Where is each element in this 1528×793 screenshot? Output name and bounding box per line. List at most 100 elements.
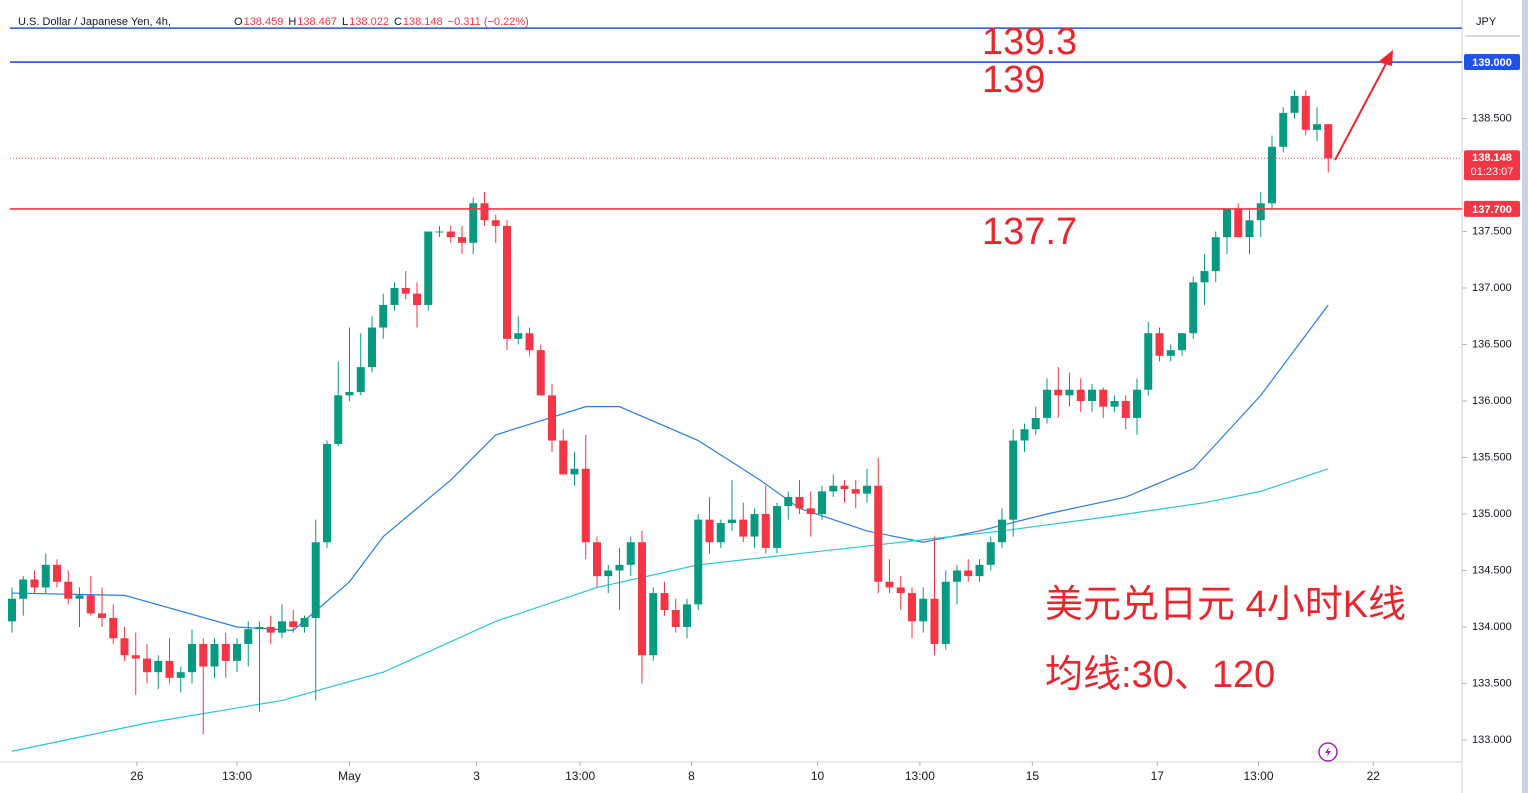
price-tag bbox=[1464, 54, 1520, 71]
y-tick-label: 134.500 bbox=[1472, 564, 1512, 576]
candle-body bbox=[1088, 389, 1096, 401]
candle-body bbox=[536, 350, 545, 396]
candle-body bbox=[1009, 440, 1018, 520]
x-tick-label: May bbox=[338, 769, 361, 783]
candle-body bbox=[356, 367, 365, 392]
candle-body bbox=[705, 519, 714, 543]
y-tick-label: 138.500 bbox=[1472, 112, 1512, 124]
candle-body bbox=[1121, 400, 1130, 418]
candle-body bbox=[1020, 429, 1029, 441]
x-tick-label: 10 bbox=[811, 769, 825, 783]
candle-body bbox=[469, 203, 478, 243]
ohlc-value: 138.148 bbox=[403, 16, 443, 28]
candle-body bbox=[1279, 112, 1288, 147]
candle-body bbox=[750, 513, 759, 537]
candle-body bbox=[570, 468, 579, 475]
annotation: 137.7 bbox=[982, 211, 1077, 253]
price-tag bbox=[1464, 150, 1520, 181]
candle-body bbox=[210, 643, 219, 667]
candle-body bbox=[851, 489, 860, 494]
ohlc-value: 138.459 bbox=[244, 16, 284, 28]
y-tick-label: 133.000 bbox=[1472, 734, 1512, 746]
candle-body bbox=[1211, 237, 1220, 272]
candle-body bbox=[784, 497, 793, 507]
candle-body bbox=[1054, 389, 1063, 396]
candle-body bbox=[334, 395, 343, 444]
candle-body bbox=[649, 593, 658, 656]
candle-body bbox=[255, 626, 264, 630]
countdown: 01:23:07 bbox=[1471, 166, 1514, 178]
candle-body bbox=[345, 391, 354, 396]
candle-body bbox=[1245, 220, 1254, 238]
candle-body bbox=[41, 564, 50, 588]
candle-body bbox=[221, 643, 230, 661]
candle-body bbox=[98, 613, 106, 618]
candle-body bbox=[1099, 389, 1108, 407]
candle-body bbox=[300, 617, 309, 627]
candle-body bbox=[773, 506, 781, 548]
y-tick-label: 135.500 bbox=[1472, 451, 1512, 463]
candle-body bbox=[615, 564, 624, 571]
candle-body bbox=[581, 468, 590, 543]
currency-label: JPY bbox=[1476, 16, 1497, 28]
candle-body bbox=[109, 617, 118, 639]
candle-body bbox=[266, 626, 275, 633]
candle-body bbox=[120, 638, 129, 656]
candle-body bbox=[435, 231, 444, 233]
candle-body bbox=[1189, 282, 1198, 334]
y-tick-label: 133.500 bbox=[1472, 677, 1512, 689]
candle-body bbox=[660, 593, 669, 611]
candle-body bbox=[795, 497, 804, 509]
scrollbar bbox=[1522, 0, 1528, 793]
price-change: −0.311 (−0.22%) bbox=[448, 16, 529, 28]
candle-body bbox=[323, 443, 331, 543]
candle-body bbox=[1324, 124, 1333, 159]
x-tick-label: 22 bbox=[1367, 769, 1381, 783]
ohlc-key: L bbox=[342, 16, 348, 28]
candle-body bbox=[975, 564, 984, 577]
y-tick-label: 135.000 bbox=[1472, 508, 1512, 520]
candle-body bbox=[761, 513, 770, 548]
candle-body bbox=[1290, 95, 1299, 113]
candle-body bbox=[694, 519, 703, 605]
candle-body bbox=[896, 587, 905, 594]
moving-average bbox=[11, 468, 1329, 752]
candle-body bbox=[829, 485, 838, 492]
x-tick-label: 8 bbox=[688, 769, 695, 783]
plot-area bbox=[8, 90, 1333, 752]
candle-body bbox=[514, 333, 523, 339]
candle-body bbox=[480, 203, 489, 221]
candle-body bbox=[671, 610, 680, 627]
symbol-title: U.S. Dollar / Japanese Yen, 4h, bbox=[18, 16, 171, 28]
candle-body bbox=[1313, 124, 1321, 130]
ohlc-key: C bbox=[394, 16, 402, 28]
candle-body bbox=[1065, 389, 1074, 396]
candle-body bbox=[278, 621, 286, 633]
candle-body bbox=[941, 581, 950, 644]
candle-body bbox=[311, 542, 320, 618]
candle-body bbox=[8, 598, 16, 622]
candle-body bbox=[593, 542, 601, 577]
annotation-arrowhead bbox=[1378, 50, 1393, 66]
candle-body bbox=[1043, 389, 1051, 418]
candle-body bbox=[165, 660, 174, 678]
annotation: 139 bbox=[982, 59, 1045, 101]
flash-icon bbox=[1318, 742, 1338, 762]
candle-body bbox=[1155, 333, 1164, 356]
candle-body bbox=[64, 581, 73, 599]
candle-body bbox=[30, 579, 39, 588]
ohlc-key: H bbox=[288, 16, 296, 28]
candle-body bbox=[131, 655, 140, 659]
candle-body bbox=[626, 542, 635, 565]
ohlc-key: O bbox=[234, 16, 243, 28]
candle-body bbox=[953, 570, 961, 582]
candle-body bbox=[446, 231, 455, 238]
candle-body bbox=[233, 643, 241, 661]
candle-body bbox=[1200, 271, 1209, 283]
y-tick-label: 136.500 bbox=[1472, 338, 1512, 350]
candle-body bbox=[1031, 417, 1040, 430]
candle-body bbox=[503, 225, 511, 339]
candle-body bbox=[401, 288, 410, 294]
candle-body bbox=[908, 593, 916, 622]
y-tick-label: 136.000 bbox=[1472, 395, 1512, 407]
